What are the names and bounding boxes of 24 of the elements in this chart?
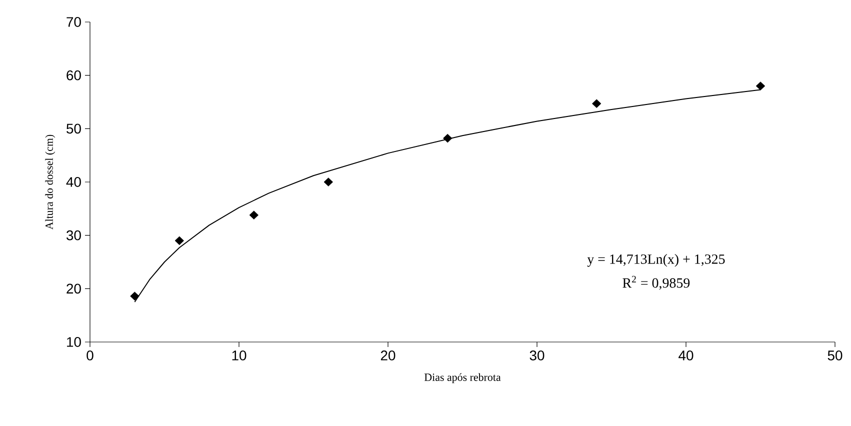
y-tick-label: 20 xyxy=(66,284,81,294)
point xyxy=(249,210,258,220)
point xyxy=(130,292,140,301)
annotation: R$^{2}$ = 0,9859 xyxy=(622,276,690,290)
y-tick-label: 10 xyxy=(67,337,81,347)
point xyxy=(592,99,602,108)
x-tick-label: 20 xyxy=(380,350,396,360)
x-tick-label: 0 xyxy=(86,350,94,360)
x-tick-label: 30 xyxy=(530,350,544,360)
x-tick-label: 10 xyxy=(232,350,246,360)
x-tick-label: 40 xyxy=(678,350,694,360)
annotation: y = 14,713Ln(x) + 1,325 xyxy=(587,254,725,267)
y-tick-label: 50 xyxy=(66,124,81,134)
y-tick-label: 60 xyxy=(66,70,81,80)
x-tick-label: 50 xyxy=(828,350,842,360)
y-axis-title: Altura do dossel (cm) xyxy=(45,134,56,230)
point xyxy=(324,178,333,186)
y-tick-label: 70 xyxy=(66,17,81,27)
y-tick-label: 40 xyxy=(66,177,81,187)
y-tick-label: 30 xyxy=(66,230,81,240)
point xyxy=(443,134,452,143)
x-axis-title: Dias após rebrota xyxy=(424,373,501,384)
point xyxy=(756,82,766,90)
point xyxy=(174,236,184,246)
